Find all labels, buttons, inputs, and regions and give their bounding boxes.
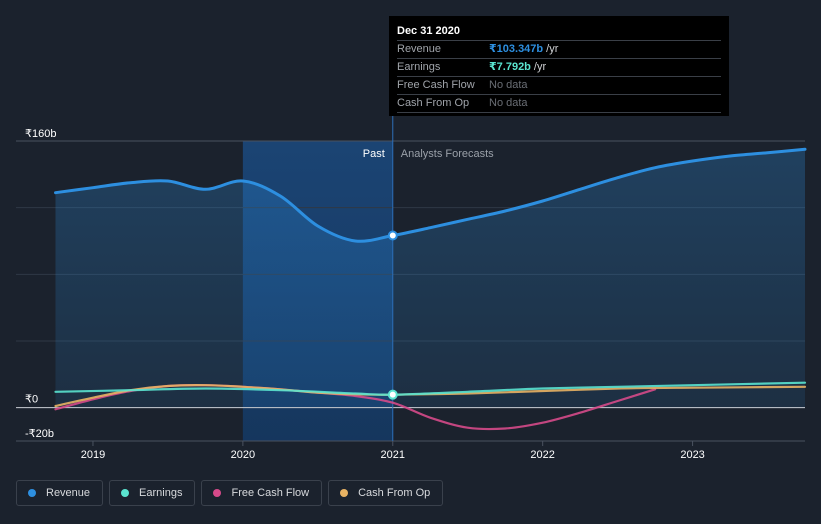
legend-label: Revenue	[46, 487, 91, 499]
legend-dot-icon	[340, 489, 349, 497]
tooltip-row-cash-from-op: Cash From Op No data	[397, 95, 721, 113]
past-label: Past	[363, 148, 385, 160]
x-tick-label: 2019	[81, 449, 105, 461]
tooltip-row-earnings: Earnings ₹7.792b /yr	[397, 59, 721, 77]
legend-item-revenue[interactable]: Revenue	[16, 480, 104, 506]
tooltip-label: Cash From Op	[397, 97, 470, 109]
legend-item-cash-from-op[interactable]: Cash From Op	[328, 480, 444, 506]
earnings-marker-point	[387, 389, 398, 400]
revenue-marker-point	[387, 230, 398, 241]
legend: Revenue Earnings Free Cash Flow Cash Fro…	[16, 480, 444, 506]
tooltip-value: No data	[489, 97, 528, 109]
x-tick-label: 2022	[530, 449, 554, 461]
y-tick-label: -₹20b	[25, 428, 54, 440]
x-tick-label: 2021	[381, 449, 405, 461]
tooltip-unit: /yr	[546, 43, 559, 55]
y-tick-label: ₹0	[25, 394, 38, 406]
tooltip-value: No data	[489, 79, 528, 91]
tooltip-date: Dec 31 2020	[397, 23, 721, 41]
legend-dot-icon	[213, 489, 222, 497]
tooltip-unit: /yr	[533, 61, 547, 73]
legend-label: Cash From Op	[358, 487, 431, 499]
tooltip-label: Revenue	[397, 43, 442, 55]
legend-dot-icon	[28, 489, 36, 497]
legend-item-free-cash-flow[interactable]: Free Cash Flow	[201, 480, 323, 506]
x-tick-label: 2023	[680, 449, 704, 461]
tooltip-label: Free Cash Flow	[397, 79, 475, 91]
tooltip-row-free-cash-flow: Free Cash Flow No data	[397, 77, 721, 95]
legend-dot-icon	[121, 489, 130, 497]
y-tick-label: ₹160b	[25, 128, 56, 140]
tooltip-value: ₹103.347b	[489, 43, 544, 55]
legend-label: Free Cash Flow	[231, 487, 310, 499]
tooltip-row-revenue: Revenue ₹103.347b /yr	[397, 41, 721, 59]
forecast-label: Analysts Forecasts	[401, 148, 494, 160]
tooltip-value: ₹7.792b	[489, 61, 531, 73]
series-line-revenue	[54, 147, 807, 243]
x-tick-label: 2020	[231, 449, 255, 461]
tooltip: Dec 31 2020 Revenue ₹103.347b /yr Earnin…	[389, 16, 729, 116]
tooltip-label: Earnings	[397, 61, 441, 73]
revenue-area	[55, 149, 805, 408]
legend-label: Earnings	[139, 487, 183, 499]
legend-item-earnings[interactable]: Earnings	[109, 480, 196, 506]
